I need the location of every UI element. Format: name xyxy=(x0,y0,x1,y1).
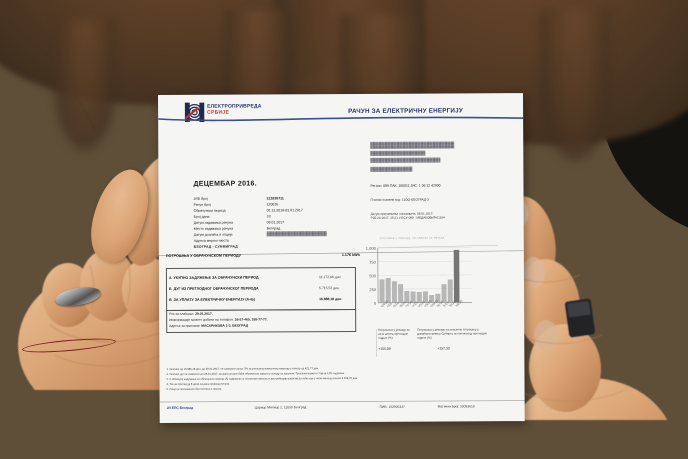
svg-text:250: 250 xyxy=(369,287,376,292)
svg-text:0: 0 xyxy=(374,301,377,306)
svg-text:750: 750 xyxy=(369,260,376,265)
svg-text:500: 500 xyxy=(369,273,376,278)
svg-text:1,000: 1,000 xyxy=(366,246,377,251)
